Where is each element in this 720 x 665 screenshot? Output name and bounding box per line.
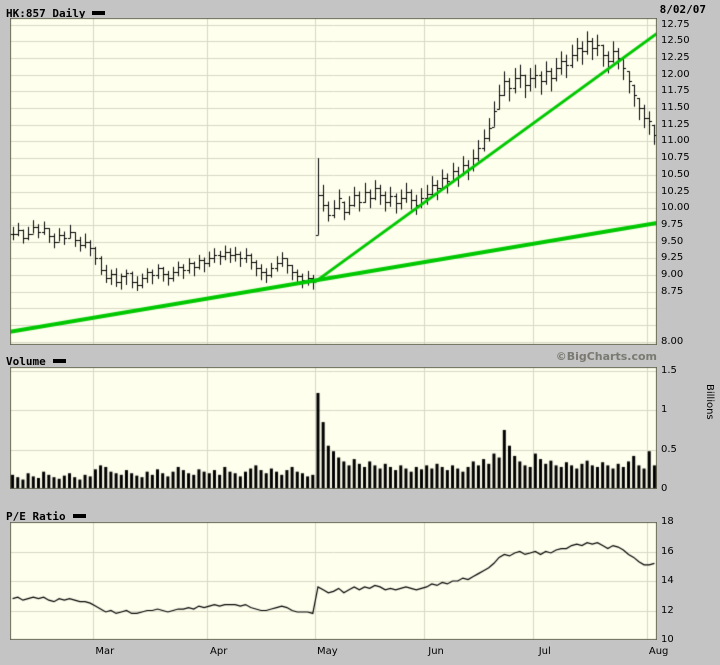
pe-ytick-label: 12 bbox=[661, 604, 674, 616]
volume-panel-header: Volume bbox=[6, 350, 66, 368]
volume-ytick-label: 0 bbox=[661, 483, 668, 494]
pe-panel-label: P/E Ratio bbox=[6, 510, 66, 523]
price-ytick-label: 9.25 bbox=[661, 252, 684, 264]
pe-panel-header: P/E Ratio bbox=[6, 505, 86, 523]
price-ytick-label: 10.50 bbox=[661, 168, 690, 180]
price-ytick-label: 10.25 bbox=[661, 185, 690, 197]
volume-ytick-label: 1 bbox=[661, 404, 668, 416]
price-chart-canvas bbox=[10, 18, 657, 345]
volume-ytick-label: 0.5 bbox=[661, 443, 677, 455]
price-ytick-label: 9.75 bbox=[661, 218, 684, 230]
price-panel-header: HK:857 Daily bbox=[6, 2, 106, 20]
x-axis-month-label: Apr bbox=[210, 646, 228, 657]
price-ytick-label: 9.00 bbox=[661, 268, 684, 280]
price-ytick-label: 12.00 bbox=[661, 68, 690, 80]
x-axis-month-label: Jul bbox=[538, 646, 551, 657]
pe-ytick-label: 18 bbox=[661, 516, 674, 527]
bigcharts-credit-label: ©BigCharts.com bbox=[555, 350, 657, 363]
volume-panel-label: Volume bbox=[6, 355, 46, 368]
x-axis-month-label: May bbox=[317, 646, 338, 657]
price-series-legend-swatch bbox=[92, 10, 106, 15]
pe-chart-canvas bbox=[10, 522, 657, 640]
pe-ytick-label: 16 bbox=[661, 545, 674, 557]
volume-chart-canvas bbox=[10, 367, 657, 489]
price-ytick-label: 8.00 bbox=[661, 335, 684, 347]
price-ytick-label: 11.00 bbox=[661, 135, 690, 147]
price-ytick-label: 10.00 bbox=[661, 202, 690, 214]
symbol-interval-label: HK:857 Daily bbox=[6, 7, 86, 20]
x-axis-month-label: Aug bbox=[648, 646, 669, 657]
x-axis-month-label: Mar bbox=[95, 646, 115, 657]
volume-series-legend-swatch bbox=[52, 358, 66, 363]
price-ytick-label: 10.75 bbox=[661, 152, 690, 164]
pe-ytick-label: 14 bbox=[661, 575, 674, 586]
volume-axis-unit-label: Billions bbox=[704, 384, 715, 420]
price-ytick-label: 11.25 bbox=[661, 118, 690, 130]
price-ytick-label: 11.75 bbox=[661, 85, 690, 97]
price-ytick-label: 12.75 bbox=[661, 18, 690, 30]
volume-ytick-label: 1.5 bbox=[661, 364, 677, 376]
price-ytick-label: 12.25 bbox=[661, 52, 690, 64]
price-ytick-label: 11.50 bbox=[661, 102, 690, 114]
chart-date-label: 8/02/07 bbox=[659, 3, 706, 16]
price-ytick-label: 9.50 bbox=[661, 235, 684, 247]
price-ytick-label: 12.50 bbox=[661, 35, 690, 47]
x-axis-month-label: Jun bbox=[428, 646, 444, 657]
price-ytick-label: 8.75 bbox=[661, 285, 684, 297]
pe-series-legend-swatch bbox=[72, 513, 86, 518]
pe-ytick-label: 10 bbox=[661, 634, 674, 645]
